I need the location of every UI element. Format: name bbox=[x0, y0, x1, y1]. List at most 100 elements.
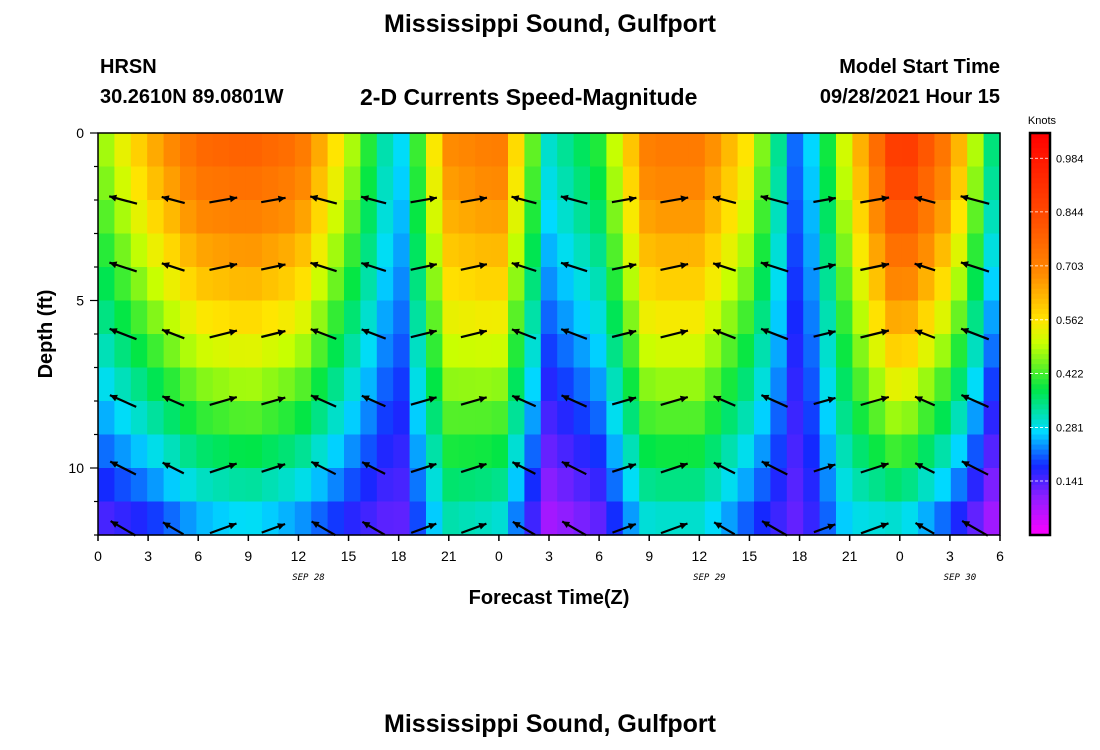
heatmap-cell bbox=[770, 200, 788, 235]
heatmap-cell bbox=[360, 468, 378, 503]
heatmap-cell bbox=[508, 434, 525, 469]
colorbar-segment bbox=[1030, 464, 1050, 471]
heatmap-cell bbox=[688, 267, 706, 302]
heatmap-cell bbox=[491, 367, 509, 402]
heatmap-cell bbox=[688, 434, 706, 469]
heatmap-cell bbox=[983, 166, 1001, 201]
heatmap-cell bbox=[278, 367, 296, 402]
heatmap-cell bbox=[147, 300, 165, 335]
heatmap-cell bbox=[114, 401, 132, 436]
heatmap-cell bbox=[967, 334, 985, 369]
heatmap-cell bbox=[885, 233, 903, 268]
heatmap-cell bbox=[147, 166, 165, 201]
heatmap-cell bbox=[573, 468, 591, 503]
heatmap-cell bbox=[458, 267, 476, 302]
heatmap-cell bbox=[901, 501, 919, 536]
current-arrow bbox=[410, 329, 437, 339]
heatmap-cell bbox=[770, 434, 788, 469]
heatmap-cell bbox=[540, 468, 558, 503]
heatmap-cell bbox=[327, 401, 345, 436]
x-tick-label: 12 bbox=[692, 548, 708, 564]
heatmap-cell bbox=[130, 401, 148, 436]
heatmap-cell bbox=[639, 434, 657, 469]
current-arrow bbox=[712, 328, 736, 340]
heatmap-cell bbox=[590, 166, 607, 201]
heatmap-cell bbox=[868, 434, 886, 469]
heatmap-cell bbox=[672, 501, 689, 536]
heatmap-cell bbox=[737, 300, 755, 335]
current-arrow bbox=[713, 461, 736, 475]
heatmap-cell bbox=[639, 267, 657, 302]
heatmap-cell bbox=[868, 401, 886, 436]
heatmap-cell bbox=[98, 166, 115, 201]
heatmap-cell bbox=[688, 367, 706, 402]
heatmap-cell bbox=[655, 233, 673, 268]
heatmap-cell bbox=[622, 367, 640, 402]
current-arrow bbox=[813, 523, 836, 534]
heatmap-cell bbox=[950, 133, 968, 168]
current-arrow bbox=[460, 262, 488, 271]
heatmap-cell bbox=[114, 468, 132, 503]
heatmap-cell bbox=[639, 468, 657, 503]
x-tick-label: 6 bbox=[996, 548, 1004, 564]
heatmap-cell bbox=[278, 166, 296, 201]
heatmap-cell bbox=[278, 434, 296, 469]
current-arrow bbox=[761, 520, 788, 537]
heatmap-cell bbox=[918, 166, 935, 201]
heatmap-cell bbox=[229, 133, 247, 168]
x-tick-label: 0 bbox=[94, 548, 102, 564]
current-arrow bbox=[611, 329, 637, 339]
heatmap-cells bbox=[98, 133, 1001, 536]
heatmap-cell bbox=[836, 133, 853, 168]
current-arrow bbox=[914, 462, 935, 474]
heatmap-cell bbox=[442, 166, 460, 201]
heatmap-cell bbox=[130, 166, 148, 201]
heatmap-cell bbox=[852, 334, 870, 369]
heatmap-cell bbox=[524, 200, 542, 235]
colorbar-segment bbox=[1030, 328, 1050, 335]
heatmap-cell bbox=[704, 300, 722, 335]
colorbar-segment bbox=[1030, 514, 1050, 521]
heatmap-cell bbox=[524, 367, 542, 402]
heatmap-cell bbox=[639, 334, 657, 369]
heatmap-cell bbox=[344, 434, 361, 469]
heatmap-cell bbox=[918, 434, 935, 469]
heatmap-cell bbox=[540, 501, 558, 536]
station-id: HRSN bbox=[100, 56, 157, 78]
heatmap-cell bbox=[901, 367, 919, 402]
heatmap-cell bbox=[934, 334, 952, 369]
heatmap-cell bbox=[130, 133, 148, 168]
heatmap-cell bbox=[606, 501, 624, 536]
heatmap-cell bbox=[163, 133, 181, 168]
heatmap-cell bbox=[901, 434, 919, 469]
heatmap-cell bbox=[344, 267, 361, 302]
heatmap-cell bbox=[918, 233, 935, 268]
heatmap-cell bbox=[409, 300, 427, 335]
heatmap-cell bbox=[573, 334, 591, 369]
heatmap-cell bbox=[786, 468, 804, 503]
heatmap-cell bbox=[458, 367, 476, 402]
heatmap-cell bbox=[163, 334, 181, 369]
heatmap-cell bbox=[98, 468, 115, 503]
heatmap-cell bbox=[458, 501, 476, 536]
heatmap-cell bbox=[278, 300, 296, 335]
heatmap-cell bbox=[196, 200, 214, 235]
heatmap-cell bbox=[508, 267, 525, 302]
heatmap-cell bbox=[639, 166, 657, 201]
heatmap-cell bbox=[737, 334, 755, 369]
colorbar-segment bbox=[1030, 273, 1050, 280]
heatmap-cell bbox=[672, 200, 689, 235]
model-start-label: Model Start Time bbox=[839, 56, 1000, 78]
current-arrow bbox=[209, 262, 238, 271]
current-arrow bbox=[361, 520, 386, 536]
heatmap-cell bbox=[508, 401, 525, 436]
colorbar-tick-label: 0.281 bbox=[1056, 422, 1084, 434]
heatmap-cell bbox=[491, 233, 509, 268]
heatmap-cell bbox=[721, 133, 739, 168]
heatmap-cell bbox=[819, 300, 837, 335]
heatmap-cell bbox=[442, 501, 460, 536]
colorbar-segment bbox=[1030, 208, 1050, 215]
heatmap-cell bbox=[212, 367, 230, 402]
heatmap-cell bbox=[344, 166, 361, 201]
colorbar-segment bbox=[1030, 243, 1050, 250]
